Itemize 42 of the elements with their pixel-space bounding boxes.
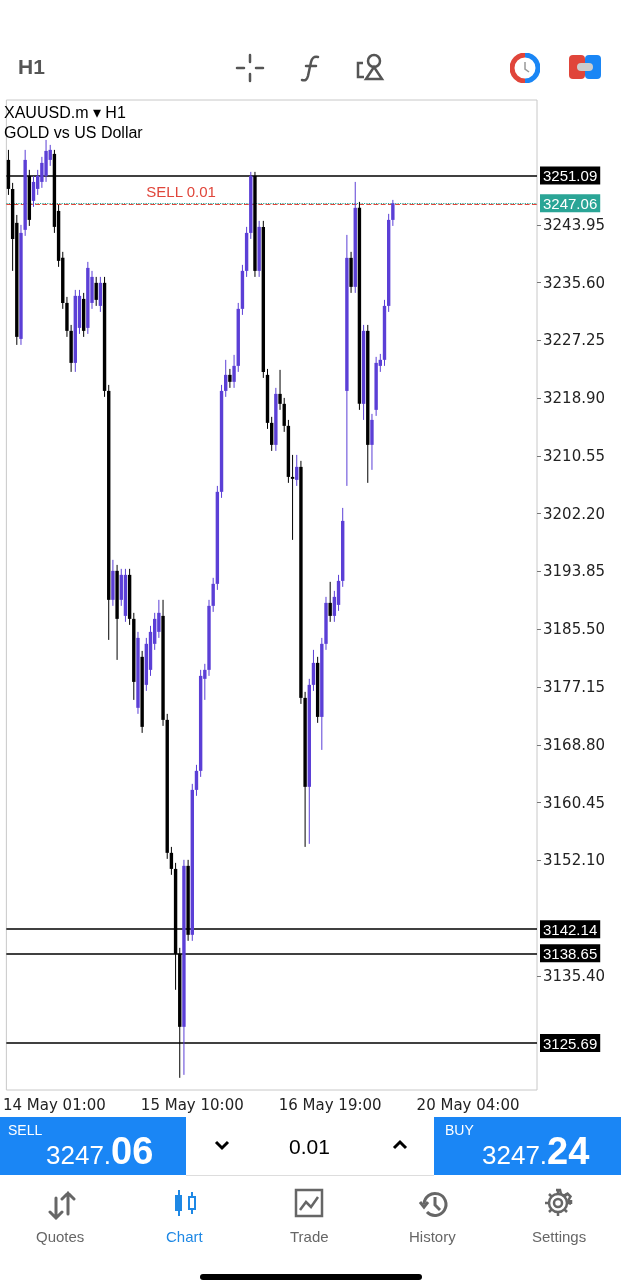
- y-tick-label: 3160.45: [543, 793, 606, 812]
- text: Quotes: [36, 1228, 85, 1245]
- text: Settings: [532, 1228, 587, 1245]
- text: SELL: [8, 1122, 43, 1138]
- candlestick: [94, 276, 98, 307]
- y-tick-label: 3177.15: [543, 678, 606, 697]
- ref-line-label: 3251.09: [543, 166, 598, 184]
- candlestick: [232, 354, 236, 389]
- chart-title: XAUUSD.m ▾ H1: [4, 103, 126, 121]
- ref-line-label: 3142.14: [543, 920, 598, 938]
- text: 3247.24: [482, 1130, 590, 1172]
- y-tick-label: 3235.60: [543, 273, 606, 292]
- y-tick-label: 3227.25: [543, 331, 606, 350]
- ref-line-label: 3247.06: [543, 194, 598, 212]
- y-tick-label: 3243.95: [543, 215, 606, 234]
- x-tick-label: 16 May 19:00: [278, 1095, 382, 1114]
- text: 3247.06: [46, 1130, 154, 1172]
- candlestick: [391, 199, 395, 227]
- y-tick-label: 3135.40: [543, 966, 606, 985]
- ref-line-label: SELL 0.01: [146, 183, 216, 201]
- y-tick-label: 3202.20: [543, 504, 606, 523]
- text: BUY: [445, 1122, 474, 1138]
- ref-line-label: 3138.65: [543, 944, 598, 962]
- y-tick-label: 3152.10: [543, 851, 606, 870]
- y-tick-label: 3193.85: [543, 562, 606, 581]
- text: 0.01: [289, 1135, 330, 1159]
- candlestick: [228, 368, 232, 389]
- text: History: [409, 1228, 456, 1245]
- text: GOLD vs US Dollar: [4, 123, 144, 141]
- x-tick-label: 20 May 04:00: [416, 1095, 520, 1114]
- text: Chart: [166, 1228, 203, 1245]
- candlestick: [278, 369, 282, 411]
- y-tick-label: 3168.80: [543, 735, 606, 754]
- y-tick-label: 3218.90: [543, 389, 606, 408]
- ref-line-label: 3125.69: [543, 1034, 598, 1052]
- x-tick-label: 14 May 01:00: [2, 1095, 106, 1114]
- y-tick-label: 3210.55: [543, 446, 606, 465]
- candlestick: [328, 581, 332, 623]
- x-tick-label: 15 May 10:00: [140, 1095, 244, 1114]
- text: Trade: [290, 1228, 329, 1245]
- y-tick-label: 3185.50: [543, 620, 606, 639]
- text: H1: [18, 55, 45, 79]
